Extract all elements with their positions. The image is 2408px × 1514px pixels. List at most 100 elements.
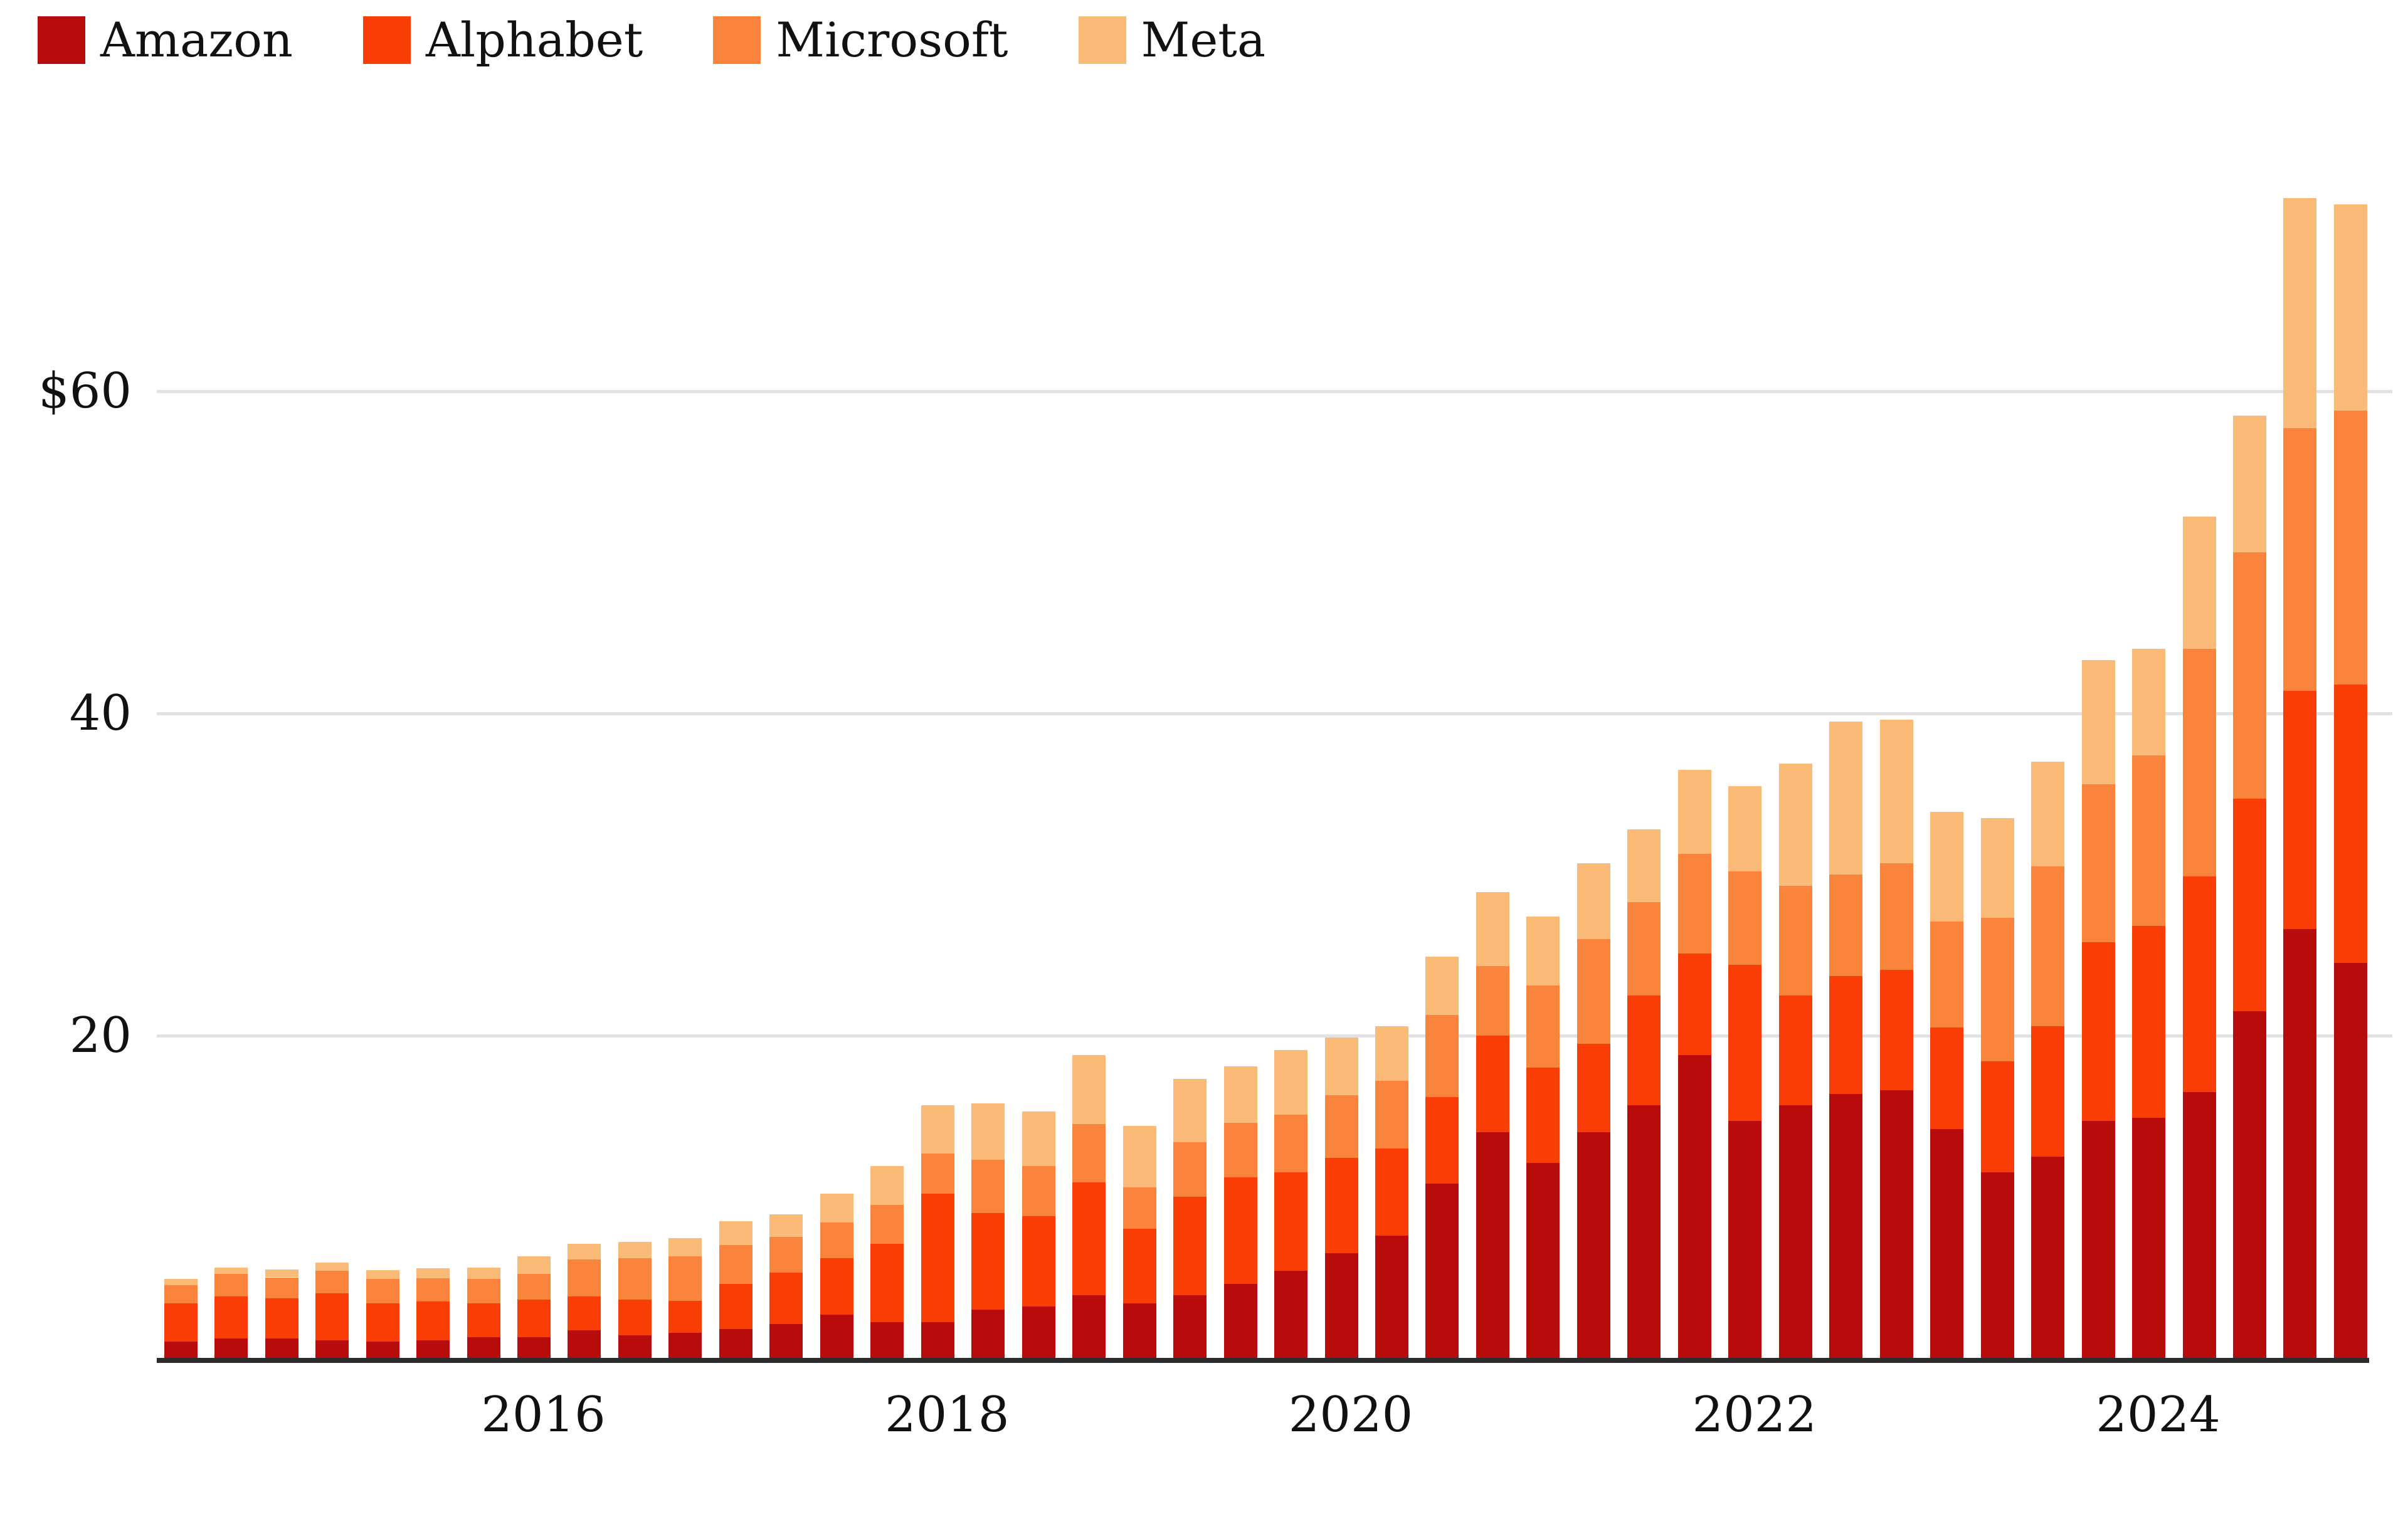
legend-swatch-alphabet [363, 16, 411, 64]
segment-alphabet [2283, 691, 2317, 930]
bar-q1-2015 [315, 1263, 349, 1358]
y-axis-tick-label: $60 [38, 363, 132, 419]
segment-alphabet [1476, 1036, 1509, 1133]
segment-meta [1274, 1050, 1308, 1115]
segment-meta [1829, 721, 1863, 875]
segment-amazon [1778, 1105, 1812, 1358]
segment-microsoft [971, 1159, 1005, 1213]
segment-alphabet [568, 1296, 601, 1331]
segment-meta [2283, 197, 2317, 429]
segment-microsoft [1627, 902, 1661, 996]
segment-amazon [164, 1342, 198, 1358]
bar-q1-2022 [1728, 786, 1762, 1358]
segment-amazon [2081, 1121, 2115, 1358]
legend-item-alphabet: Alphabet [363, 16, 643, 64]
segment-microsoft [1728, 871, 1762, 965]
legend-label: Amazon [100, 12, 293, 68]
segment-meta [1223, 1066, 1257, 1123]
segment-microsoft [416, 1278, 450, 1302]
bar-q3-2015 [416, 1268, 450, 1358]
segment-alphabet [1122, 1229, 1156, 1303]
segment-amazon [1728, 1121, 1762, 1358]
segment-alphabet [315, 1293, 349, 1340]
segment-meta [2333, 204, 2367, 411]
x-axis-tick-label: 2020 [1288, 1387, 1413, 1443]
segment-amazon [1627, 1105, 1661, 1358]
segment-meta [2182, 517, 2216, 649]
segment-microsoft [2182, 649, 2216, 876]
segment-alphabet [1930, 1028, 1964, 1130]
segment-amazon [820, 1314, 853, 1358]
segment-meta [2132, 649, 2166, 755]
segment-meta [416, 1268, 450, 1278]
legend-label: Meta [1141, 12, 1266, 68]
legend-item-microsoft: Microsoft [713, 16, 1008, 64]
segment-amazon [1930, 1129, 1964, 1358]
segment-meta [769, 1214, 803, 1238]
segment-amazon [870, 1322, 904, 1358]
bar-q4-2016 [668, 1238, 702, 1358]
legend-label: Microsoft [776, 12, 1008, 68]
bar-q2-2024 [2182, 517, 2216, 1358]
segment-amazon [2031, 1156, 2065, 1358]
segment-alphabet [1022, 1216, 1055, 1306]
segment-meta [618, 1241, 652, 1258]
segment-amazon [2232, 1011, 2266, 1358]
segment-alphabet [870, 1243, 904, 1323]
bar-q1-2024 [2132, 649, 2166, 1358]
segment-amazon [769, 1324, 803, 1358]
segment-meta [1375, 1026, 1408, 1081]
segment-amazon [2182, 1091, 2216, 1358]
bar-q4-2023 [2081, 660, 2115, 1358]
segment-microsoft [1980, 918, 2014, 1062]
segment-amazon [1375, 1235, 1408, 1358]
bar-q4-2015 [467, 1268, 500, 1358]
x-axis-tick-label: 2018 [884, 1387, 1010, 1443]
bar-q2-2015 [366, 1270, 399, 1358]
segment-microsoft [668, 1256, 702, 1301]
segment-alphabet [820, 1258, 853, 1315]
bar-q1-2020 [1324, 1037, 1358, 1358]
segment-meta [668, 1238, 702, 1257]
segment-amazon [1223, 1283, 1257, 1358]
segment-meta [1677, 769, 1711, 854]
segment-amazon [568, 1330, 601, 1358]
segment-alphabet [1072, 1182, 1106, 1295]
segment-amazon [719, 1328, 752, 1358]
legend-item-meta: Meta [1078, 12, 1266, 68]
segment-alphabet [1728, 964, 1762, 1122]
bar-q2-2021 [1576, 863, 1610, 1358]
segment-amazon [315, 1340, 349, 1358]
segment-amazon [2132, 1118, 2166, 1358]
segment-amazon [1022, 1306, 1055, 1358]
segment-alphabet [1223, 1177, 1257, 1284]
segment-amazon [1476, 1132, 1509, 1358]
segment-amazon [1829, 1093, 1863, 1358]
segment-amazon [366, 1342, 399, 1358]
segment-microsoft [1022, 1166, 1055, 1216]
x-axis-tick-label: 2016 [481, 1387, 606, 1443]
segment-meta [1980, 818, 2014, 918]
segment-meta [265, 1269, 298, 1278]
segment-microsoft [214, 1274, 248, 1297]
segment-meta [1576, 863, 1610, 939]
segment-alphabet [2232, 799, 2266, 1012]
segment-microsoft [2283, 428, 2317, 691]
segment-microsoft [568, 1259, 601, 1297]
segment-meta [971, 1103, 1005, 1160]
segment-microsoft [1677, 853, 1711, 954]
y-axis-tick-label: 20 [69, 1007, 132, 1064]
segment-meta [921, 1105, 954, 1154]
segment-microsoft [2232, 552, 2266, 799]
segment-alphabet [1879, 969, 1913, 1091]
segment-microsoft [618, 1258, 652, 1300]
segment-alphabet [1173, 1197, 1207, 1295]
segment-meta [1476, 892, 1509, 967]
x-axis-line [157, 1358, 2369, 1363]
legend-swatch-microsoft [713, 16, 761, 64]
segment-amazon [1526, 1163, 1560, 1358]
bar-q2-2020 [1375, 1026, 1408, 1358]
segment-microsoft [1072, 1124, 1106, 1182]
segment-meta [1425, 957, 1459, 1015]
segment-alphabet [719, 1283, 752, 1329]
